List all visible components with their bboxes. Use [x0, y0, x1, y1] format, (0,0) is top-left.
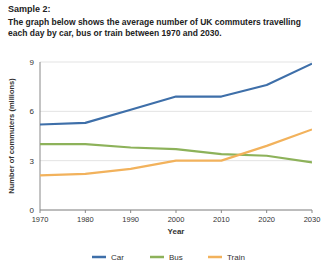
- y-tick-label: 0: [30, 206, 35, 215]
- plot-lines: [40, 64, 312, 176]
- y-axis-label: Number of commuters (millions): [7, 78, 16, 194]
- chart-title: The graph below shows the average number…: [8, 17, 308, 39]
- x-tick-label: 1980: [77, 215, 94, 224]
- heading: Sample 2:: [8, 4, 51, 14]
- x-tick-label: 2020: [258, 215, 275, 224]
- y-tick-label: 3: [30, 157, 35, 166]
- y-tick-label: 9: [30, 58, 35, 67]
- x-tick-label: 1970: [32, 215, 49, 224]
- grid-line: [40, 111, 312, 112]
- legend-swatch: [92, 256, 106, 259]
- x-tick-label: 1990: [122, 215, 139, 224]
- legend-label: Bus: [169, 253, 183, 262]
- legend-swatch: [208, 256, 222, 259]
- x-tick: [312, 210, 313, 213]
- x-tick: [221, 210, 222, 213]
- x-tick: [176, 210, 177, 213]
- x-tick: [40, 210, 41, 213]
- x-tick: [85, 210, 86, 213]
- x-tick-label: 2010: [213, 215, 230, 224]
- x-tick: [266, 210, 267, 213]
- legend-label: Car: [111, 253, 124, 262]
- x-axis-label: Year: [168, 227, 185, 236]
- grid-line: [40, 62, 312, 63]
- x-tick-label: 2030: [304, 215, 321, 224]
- series-line: [40, 64, 312, 125]
- series-line: [40, 129, 312, 175]
- y-axis: [40, 62, 41, 210]
- legend-label: Train: [227, 253, 245, 262]
- x-tick-label: 2000: [168, 215, 185, 224]
- y-tick-label: 6: [30, 107, 35, 116]
- x-tick: [130, 210, 131, 213]
- legend-swatch: [150, 256, 164, 259]
- chart: 0 3 6 9 1970 1980 1990 2000 2010 2020 2030 Year Numb…: [0, 0, 325, 274]
